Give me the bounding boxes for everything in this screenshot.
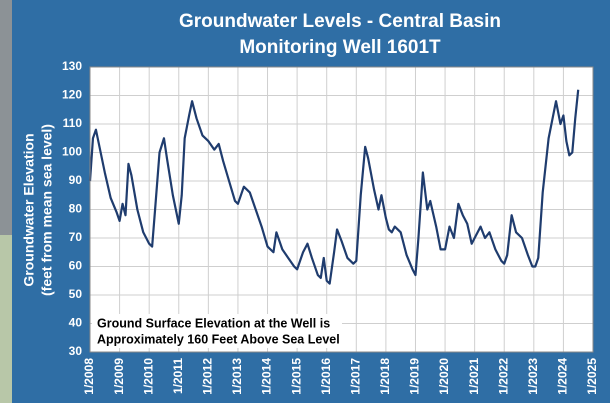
x-tick-label: 1/2010 — [141, 358, 155, 395]
plot-border — [89, 66, 594, 353]
y-tick-label: 70 — [69, 230, 83, 244]
x-tick-label: 1/2014 — [260, 358, 274, 395]
x-tick-label: 1/2020 — [437, 358, 451, 395]
series — [88, 89, 580, 285]
x-tick-label: 1/2016 — [319, 358, 333, 395]
chart-title: Groundwater Levels - Central Basin — [179, 11, 501, 32]
y-tick-label: 120 — [62, 88, 82, 102]
x-tick-label: 1/2008 — [82, 358, 96, 395]
x-tick-label: 1/2017 — [348, 358, 362, 395]
y-axis-label: (feet from mean sea level) — [39, 124, 55, 296]
y-tick-label: 50 — [69, 287, 83, 301]
y-tick-label: 130 — [62, 59, 82, 73]
y-tick-label: 90 — [69, 173, 83, 187]
annotation-box — [92, 314, 342, 348]
y-tick-label: 110 — [63, 116, 83, 130]
x-tick-label: 1/2011 — [171, 358, 185, 394]
x-tick-label: 1/2021 — [467, 358, 481, 395]
x-tick-label: 1/2022 — [496, 358, 510, 395]
x-tick-label: 1/2023 — [526, 358, 540, 395]
x-tick-label: 1/2012 — [201, 358, 215, 395]
y-axis-label: Groundwater Elevation — [21, 133, 37, 286]
y-tick-label: 30 — [69, 344, 83, 358]
x-tick-label: 1/2015 — [289, 358, 303, 395]
x-tick-label: 1/2019 — [408, 358, 422, 395]
x-tick-label: 1/2013 — [230, 358, 244, 395]
y-tick-label: 80 — [69, 202, 83, 216]
data-line — [88, 89, 580, 285]
x-tick-label: 1/2025 — [585, 358, 599, 395]
y-tick-label: 60 — [69, 259, 83, 273]
x-tick-label: 1/2024 — [556, 358, 570, 395]
y-tick-label: 100 — [62, 145, 82, 159]
y-tick-label: 40 — [69, 316, 83, 330]
x-tick-label: 1/2018 — [378, 358, 392, 395]
chart-title: Monitoring Well 1601T — [239, 37, 441, 58]
annotation: Approximately 160 Feet Above Sea Level — [97, 332, 340, 346]
x-tick-label: 1/2009 — [112, 358, 126, 395]
annotation: Ground Surface Elevation at the Well is — [97, 316, 330, 330]
